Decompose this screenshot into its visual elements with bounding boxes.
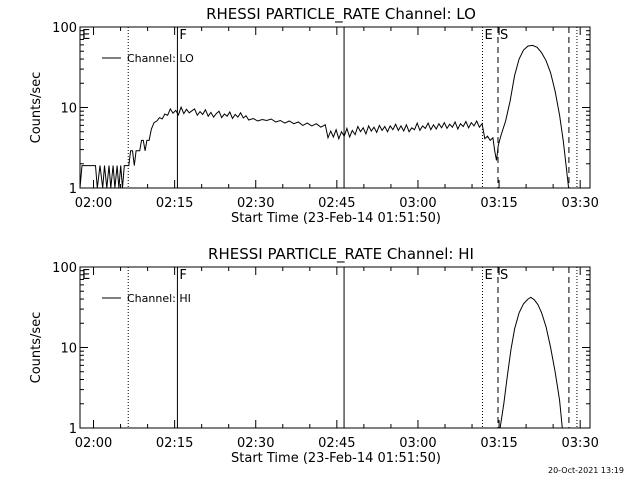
event-marker-label: S — [500, 28, 508, 43]
x-tick-label: 03:00 — [399, 196, 436, 211]
chart-title: RHESSI PARTICLE_RATE Channel: HI — [208, 245, 474, 264]
y-tick-label: 10 — [60, 342, 77, 357]
x-tick-label: 02:00 — [75, 196, 112, 211]
legend-label: Channel: LO — [127, 52, 194, 65]
y-tick-label: 1 — [69, 422, 77, 437]
y-tick-label: 100 — [52, 21, 77, 36]
x-tick-label: 03:30 — [561, 196, 598, 211]
event-marker-label: F — [179, 268, 186, 283]
y-axis-label: Counts/sec — [29, 312, 44, 384]
x-tick-label: 02:00 — [75, 436, 112, 451]
x-axis-label: Start Time (23-Feb-14 01:51:50) — [231, 451, 441, 466]
x-tick-label: 02:15 — [156, 436, 193, 451]
x-tick-label: 02:45 — [318, 436, 355, 451]
x-tick-label: 03:15 — [480, 196, 517, 211]
x-tick-label: 03:15 — [480, 436, 517, 451]
event-marker-label: E — [484, 28, 492, 43]
x-tick-label: 02:30 — [237, 436, 274, 451]
timestamp: 20-Oct-2021 13:19 — [548, 466, 624, 475]
legend-label: Channel: HI — [127, 292, 191, 305]
y-tick-label: 10 — [60, 102, 77, 117]
event-marker-label: E — [484, 268, 492, 283]
x-tick-label: 03:30 — [561, 436, 598, 451]
y-tick-label: 1 — [69, 182, 77, 197]
x-tick-label: 02:45 — [318, 196, 355, 211]
x-tick-label: 03:00 — [399, 436, 436, 451]
x-tick-label: 02:30 — [237, 196, 274, 211]
event-marker-label: F — [179, 28, 186, 43]
x-tick-label: 02:15 — [156, 196, 193, 211]
y-axis-label: Counts/sec — [29, 72, 44, 144]
series-line-channel--hi — [499, 296, 563, 429]
event-marker-label: E — [82, 268, 90, 283]
y-tick-label: 100 — [52, 261, 77, 276]
series-line-channel--lo — [79, 44, 570, 189]
event-marker-label: E — [82, 28, 90, 43]
x-axis-label: Start Time (23-Feb-14 01:51:50) — [231, 211, 441, 226]
event-marker-label: S — [500, 268, 508, 283]
chart-title: RHESSI PARTICLE_RATE Channel: LO — [206, 5, 476, 24]
